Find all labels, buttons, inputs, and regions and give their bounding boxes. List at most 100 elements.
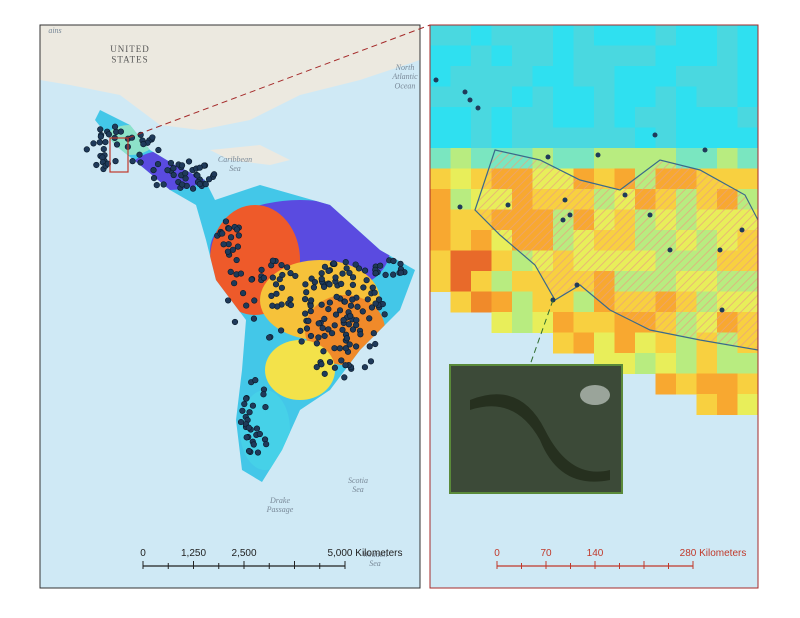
- site-point: [260, 391, 267, 398]
- site-point: [359, 308, 366, 315]
- raster-cell: [737, 66, 758, 87]
- raster-cell: [553, 86, 574, 108]
- site-point: [343, 335, 351, 342]
- site-point: [353, 343, 360, 350]
- raster-cell: [655, 332, 677, 354]
- raster-cell: [553, 127, 574, 149]
- raster-cell: [512, 45, 533, 67]
- raster-cell: [573, 148, 595, 169]
- site-point: [342, 345, 349, 352]
- raster-cell: [471, 66, 492, 87]
- site-point: [318, 275, 325, 283]
- raster-cell: [430, 209, 451, 231]
- site-point: [241, 400, 248, 408]
- scale-label: 140: [587, 548, 604, 559]
- raster-cell: [512, 66, 533, 87]
- raster-cell: [696, 148, 718, 169]
- site-point: [331, 364, 338, 371]
- detail-map: [430, 25, 758, 588]
- raster-cell: [676, 45, 697, 67]
- site-point: [341, 298, 348, 305]
- site-point: [318, 301, 325, 308]
- raster-cell: [696, 127, 718, 149]
- raster-cell: [717, 66, 738, 87]
- raster-cell: [553, 312, 574, 333]
- map-label: UNITED STATES: [110, 44, 150, 64]
- raster-cell: [450, 250, 472, 272]
- panel-border: [429, 24, 759, 589]
- raster-cell: [655, 25, 677, 46]
- site-point: [303, 325, 311, 332]
- site-point: [326, 359, 334, 366]
- site-point: [268, 292, 275, 299]
- raster-cell: [696, 373, 718, 395]
- site-point: [313, 363, 320, 371]
- site-point: [340, 317, 347, 324]
- site-point: [328, 330, 336, 337]
- raster-cell: [553, 25, 574, 46]
- site-point: [622, 192, 628, 198]
- site-point: [298, 338, 305, 345]
- raster-cell: [717, 353, 738, 374]
- site-point: [372, 340, 379, 348]
- site-point: [331, 345, 338, 352]
- raster-cell: [471, 271, 492, 292]
- scale-label: 280 Kilometers: [680, 548, 747, 559]
- site-point: [297, 327, 304, 334]
- raster-cell: [696, 25, 718, 46]
- raster-cell: [676, 127, 697, 149]
- raster-cell: [737, 86, 758, 108]
- raster-cell: [696, 86, 718, 108]
- raster-cell: [655, 45, 677, 67]
- raster-cell: [450, 291, 472, 313]
- site-point: [332, 311, 340, 318]
- site-point: [189, 185, 197, 192]
- site-point: [233, 226, 241, 233]
- site-point: [339, 270, 346, 277]
- site-point: [719, 307, 725, 313]
- site-point: [305, 317, 312, 324]
- site-point: [363, 277, 370, 284]
- site-point: [278, 327, 285, 334]
- zoom-line: [127, 24, 431, 139]
- site-point: [717, 247, 723, 253]
- raster-cell: [450, 45, 472, 67]
- raster-cell: [594, 86, 615, 108]
- site-point: [90, 140, 97, 147]
- site-point: [302, 296, 309, 303]
- site-point: [233, 256, 240, 264]
- raster-cell: [717, 127, 738, 149]
- raster-cell: [696, 45, 718, 67]
- site-point: [371, 289, 378, 296]
- site-point: [194, 172, 201, 179]
- raster-cell: [491, 291, 513, 313]
- site-point: [372, 270, 379, 277]
- site-point: [349, 326, 357, 333]
- site-point: [149, 134, 156, 141]
- site-point: [97, 133, 104, 140]
- raster-cell: [491, 45, 513, 67]
- raster-cell: [737, 168, 758, 190]
- raster-cell: [471, 45, 492, 67]
- site-point: [269, 274, 276, 281]
- site-point: [319, 324, 326, 332]
- caribbean-islands: [210, 145, 290, 165]
- site-point: [307, 302, 314, 309]
- site-point: [93, 161, 100, 169]
- raster-cell: [553, 332, 574, 354]
- site-point: [196, 181, 203, 188]
- site-point: [279, 271, 286, 279]
- site-point: [462, 89, 468, 95]
- site-point: [326, 299, 333, 306]
- raster-cell: [532, 86, 554, 108]
- site-point: [235, 232, 242, 239]
- site-point: [237, 270, 245, 277]
- site-point: [266, 334, 273, 341]
- raster-cell: [573, 312, 595, 333]
- raster-cell: [717, 86, 738, 108]
- site-point: [562, 197, 568, 203]
- site-point: [475, 105, 481, 111]
- raster-cell: [471, 148, 492, 169]
- site-point: [307, 332, 315, 340]
- site-point: [345, 289, 352, 296]
